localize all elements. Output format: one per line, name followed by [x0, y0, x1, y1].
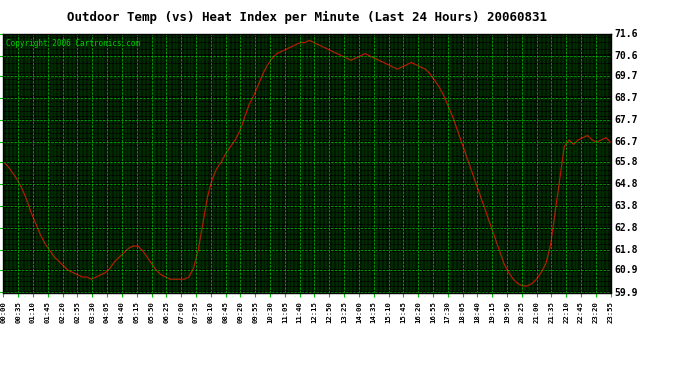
Text: 60.9: 60.9: [614, 266, 638, 275]
Text: 67.7: 67.7: [614, 115, 638, 125]
Text: 63.8: 63.8: [614, 201, 638, 211]
Text: 66.7: 66.7: [614, 137, 638, 147]
Text: 71.6: 71.6: [614, 29, 638, 39]
Text: 69.7: 69.7: [614, 71, 638, 81]
Text: Outdoor Temp (vs) Heat Index per Minute (Last 24 Hours) 20060831: Outdoor Temp (vs) Heat Index per Minute …: [67, 11, 547, 24]
Text: 62.8: 62.8: [614, 224, 638, 233]
Text: Copyright 2006 Cartronics.com: Copyright 2006 Cartronics.com: [6, 39, 141, 48]
Text: 59.9: 59.9: [614, 288, 638, 297]
Text: 68.7: 68.7: [614, 93, 638, 103]
Text: 64.8: 64.8: [614, 179, 638, 189]
Text: 61.8: 61.8: [614, 246, 638, 255]
Text: 70.6: 70.6: [614, 51, 638, 61]
Text: 65.8: 65.8: [614, 157, 638, 167]
